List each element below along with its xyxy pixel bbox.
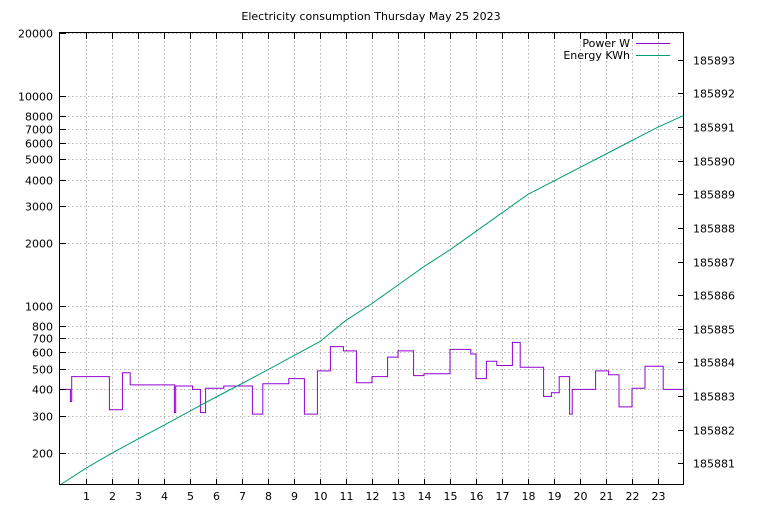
x-tick-label: 17 bbox=[496, 490, 510, 500]
y-left-tick-label: 600 bbox=[32, 347, 53, 360]
x-tick-label: 13 bbox=[392, 490, 406, 500]
y-right-tick-label: 185882 bbox=[693, 425, 735, 438]
y-left-tick-label: 10000 bbox=[18, 91, 53, 104]
x-tick-label: 23 bbox=[652, 490, 666, 500]
y-left-tick-label: 1000 bbox=[25, 301, 53, 314]
x-tick-label: 12 bbox=[366, 490, 380, 500]
x-tick-label: 5 bbox=[187, 490, 194, 500]
y-right-tick-label: 185893 bbox=[693, 55, 735, 68]
y-left-tick-label: 7000 bbox=[25, 124, 53, 137]
y-left-tick-label: 3000 bbox=[25, 201, 53, 214]
y-left-tick-label: 400 bbox=[32, 384, 53, 397]
x-tick-label: 7 bbox=[239, 490, 246, 500]
y-right-tick-label: 185885 bbox=[693, 324, 735, 337]
y-right-tick-label: 185890 bbox=[693, 156, 735, 169]
x-tick-label: 9 bbox=[291, 490, 298, 500]
plot-frame bbox=[59, 32, 684, 485]
legend-label-energy: Energy KWh bbox=[563, 49, 630, 62]
x-tick-label: 21 bbox=[600, 490, 614, 500]
axes: 1 2 3 4 5 6 7 8 9 10 11 12 13 14 15 16 17 18 19 20 21 22 23200… bbox=[18, 28, 735, 504]
y-right-tick-label: 185881 bbox=[693, 458, 735, 471]
x-tick-label: 18 bbox=[522, 490, 536, 500]
y-right-tick-label: 185889 bbox=[693, 189, 735, 202]
x-tick-label: 16 bbox=[470, 490, 484, 500]
series-lines bbox=[59, 114, 685, 486]
legend: Power W Energy KWh bbox=[563, 37, 670, 62]
y-left-tick-label: 300 bbox=[32, 411, 53, 424]
y-right-tick-label: 185884 bbox=[693, 357, 735, 370]
y-left-tick-label: 5000 bbox=[25, 154, 53, 167]
x-tick-label: 20 bbox=[574, 490, 588, 500]
x-tick-label: 4 bbox=[161, 490, 168, 500]
x-tick-label: 8 bbox=[265, 490, 272, 500]
y-right-tick-label: 185888 bbox=[693, 223, 735, 236]
chart-title: Electricity consumption Thursday May 25 … bbox=[241, 10, 500, 23]
grid-lines bbox=[60, 33, 684, 485]
x-tick-label: 2 bbox=[109, 490, 116, 500]
energy-series-line bbox=[59, 114, 685, 486]
x-tick-label: 11 bbox=[340, 490, 354, 500]
x-tick-label: 14 bbox=[418, 490, 432, 500]
y-left-tick-label: 4000 bbox=[25, 175, 53, 188]
x-tick-label: 15 bbox=[444, 490, 458, 500]
legend-label-power: Power W bbox=[582, 37, 630, 50]
y-left-tick-label: 700 bbox=[32, 333, 53, 346]
y-left-tick-label: 200 bbox=[32, 448, 53, 461]
x-tick-label: 1 bbox=[83, 490, 90, 500]
y-left-tick-label: 8000 bbox=[25, 111, 53, 124]
y-right-tick-label: 185891 bbox=[693, 122, 735, 135]
power-series-line bbox=[60, 341, 684, 415]
x-tick-label: 6 bbox=[213, 490, 220, 500]
x-tick-label: 3 bbox=[135, 490, 142, 500]
y-right-tick-label: 185883 bbox=[693, 391, 735, 404]
y-left-tick-label: 800 bbox=[32, 321, 53, 334]
y-left-tick-label: 500 bbox=[32, 364, 53, 377]
y-left-tick-label: 2000 bbox=[25, 238, 53, 251]
y-right-tick-label: 185887 bbox=[693, 257, 735, 270]
y-left-tick-label: 6000 bbox=[25, 138, 53, 151]
y-right-tick-label: 185892 bbox=[693, 88, 735, 101]
y-left-tick-label: 20000 bbox=[18, 28, 53, 41]
x-tick-label: 22 bbox=[626, 490, 640, 500]
x-tick-label: 10 bbox=[314, 490, 328, 500]
x-tick-label: 19 bbox=[548, 490, 562, 500]
y-right-tick-label: 185886 bbox=[693, 290, 735, 303]
